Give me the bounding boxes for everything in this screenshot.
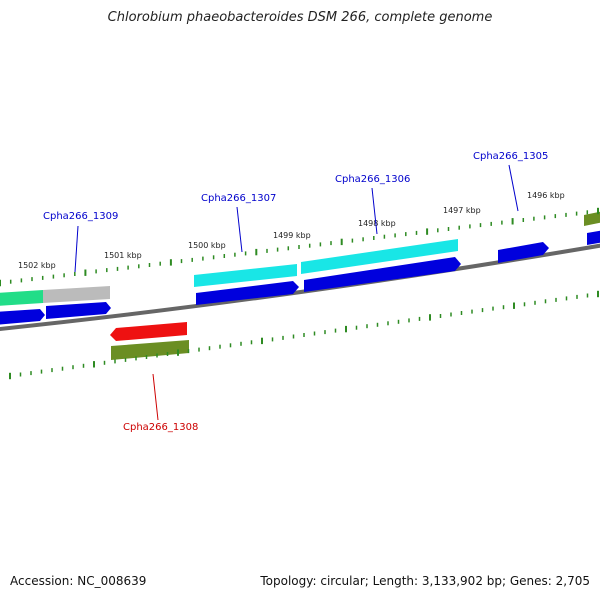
gene-feature-cyan[interactable] [301,239,458,274]
topology-summary: Topology: circular; Length: 3,133,902 bp… [260,574,590,588]
gene-label-cpha266-1307[interactable]: Cpha266_1307 [201,193,276,204]
label-leader [74,225,79,273]
gene-feature-seagreen[interactable] [0,290,43,306]
label-leader [508,164,519,212]
gene-feature-grey[interactable] [43,286,110,303]
gene-feature-cyan[interactable] [194,264,297,287]
gene-label-cpha266-1309[interactable]: Cpha266_1309 [43,211,118,222]
scale-label: 1502 kbp [18,261,56,270]
gene-feature-olive[interactable] [111,340,189,360]
scale-label: 1497 kbp [443,206,481,215]
gene-feature-blue[interactable] [196,281,299,305]
tick-marks [0,207,599,380]
label-leader [152,373,159,421]
gene-feature-blue[interactable] [304,257,461,292]
accession-text: Accession: NC_008639 [10,574,147,588]
gene-feature-blue[interactable] [46,302,111,319]
gene-label-cpha266-1308[interactable]: Cpha266_1308 [123,422,198,433]
scale-label: 1501 kbp [104,251,142,260]
scale-label: 1496 kbp [527,191,565,200]
gene-feature-blue[interactable] [587,230,600,245]
gene-feature-blue[interactable] [498,242,549,263]
gene-feature-olive[interactable] [584,211,600,226]
genome-title: Chlorobium phaeobacteroides DSM 266, com… [107,10,493,25]
label-leader [371,187,378,235]
gene-feature-red[interactable] [110,322,187,341]
scale-label: 1499 kbp [273,231,311,240]
gene-label-cpha266-1306[interactable]: Cpha266_1306 [335,174,410,185]
label-leader [236,206,243,253]
gene-label-cpha266-1305[interactable]: Cpha266_1305 [473,151,548,162]
scale-label: 1500 kbp [188,241,226,250]
scale-label: 1498 kbp [358,219,396,228]
gene-feature-blue[interactable] [0,309,45,325]
